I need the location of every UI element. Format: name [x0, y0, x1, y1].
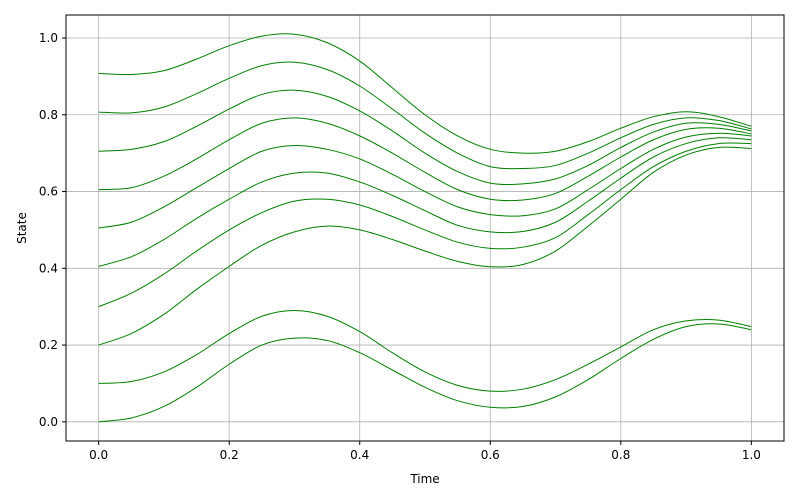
grid: [66, 15, 784, 441]
series-line-6: [98, 132, 752, 229]
y-tick-label: 0.4: [39, 261, 58, 275]
x-tick-label: 0.6: [481, 448, 500, 462]
series-line-10: [98, 33, 752, 154]
series-line-7: [98, 117, 752, 202]
series-line-1: [98, 323, 752, 423]
y-tick-label: 0.0: [39, 415, 58, 429]
series-line-4: [98, 142, 752, 308]
y-tick-label: 1.0: [39, 31, 58, 45]
x-tick-label: 0.4: [350, 448, 369, 462]
y-tick-label: 0.2: [39, 338, 58, 352]
x-tick-label: 0.2: [220, 448, 239, 462]
y-axis-label: State: [15, 212, 29, 244]
x-axis-label: Time: [409, 472, 439, 486]
series-line-5: [98, 137, 752, 267]
x-axis-ticks: 0.0 0.2 0.4 0.6 0.8 1.0: [89, 441, 761, 462]
series-line-8: [98, 89, 752, 186]
x-tick-label: 1.0: [742, 448, 761, 462]
plot-frame: [65, 14, 785, 442]
series-line-9: [98, 61, 752, 170]
series-line-2: [98, 310, 752, 392]
series-line-3: [98, 146, 752, 346]
y-tick-label: 0.8: [39, 108, 58, 122]
series-lines: [98, 33, 752, 423]
x-tick-label: 0.0: [89, 448, 108, 462]
y-axis-ticks: 0.0 0.2 0.4 0.6 0.8 1.0: [39, 31, 66, 429]
y-tick-label: 0.6: [39, 185, 58, 199]
x-tick-label: 0.8: [611, 448, 630, 462]
